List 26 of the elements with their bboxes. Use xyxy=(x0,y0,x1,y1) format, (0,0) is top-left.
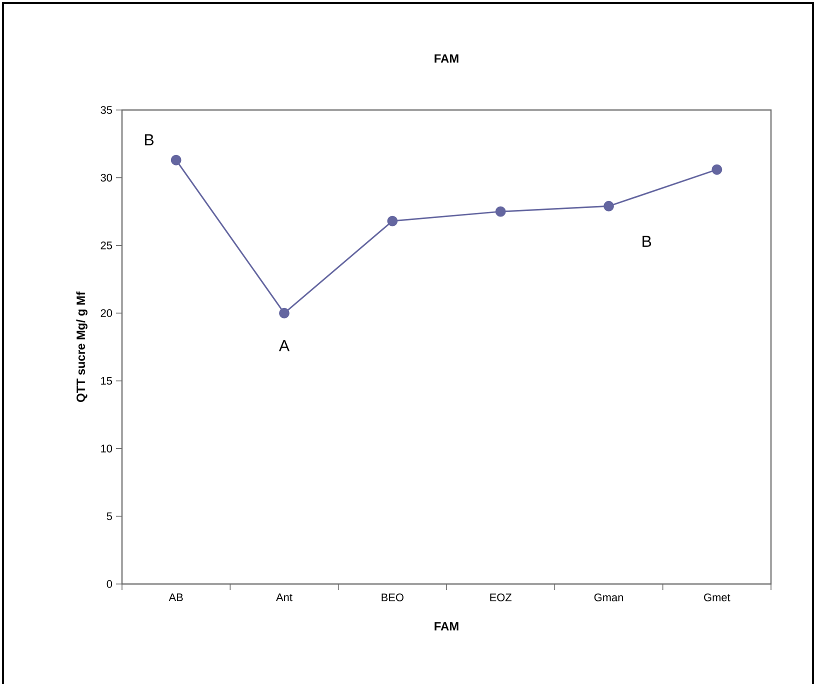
y-tick-label: 20 xyxy=(100,309,112,318)
point xyxy=(279,308,290,318)
y-tick-label: 15 xyxy=(101,377,112,385)
y-tick-label: 5 xyxy=(106,512,112,520)
x-tick-label: Ant xyxy=(276,594,292,602)
x-tick-label: Gman xyxy=(594,594,623,602)
y-tick-label: 30 xyxy=(100,174,112,182)
annotation: A xyxy=(278,340,290,352)
y-tick-label: 25 xyxy=(100,242,112,250)
y-tick-label: 35 xyxy=(100,106,112,114)
point xyxy=(712,164,722,175)
x-tick-label: BEO xyxy=(382,594,404,602)
chart-title: FAM xyxy=(434,54,458,63)
x-axis-title: FAM xyxy=(434,622,458,630)
annotation: B xyxy=(145,134,154,146)
point xyxy=(604,200,614,212)
point xyxy=(495,206,506,217)
y-tick-label: 0 xyxy=(106,580,112,588)
x-tick-label: EOZ xyxy=(490,594,512,602)
point xyxy=(387,216,398,226)
annotation: B xyxy=(642,236,652,247)
y-tick-label: 10 xyxy=(101,444,112,452)
point xyxy=(170,154,182,166)
x-tick-label: AB xyxy=(168,594,183,602)
y-axis-title: QTT sucre Mg/ g Mf xyxy=(76,292,88,402)
x-tick-label: Gmet xyxy=(704,594,730,602)
